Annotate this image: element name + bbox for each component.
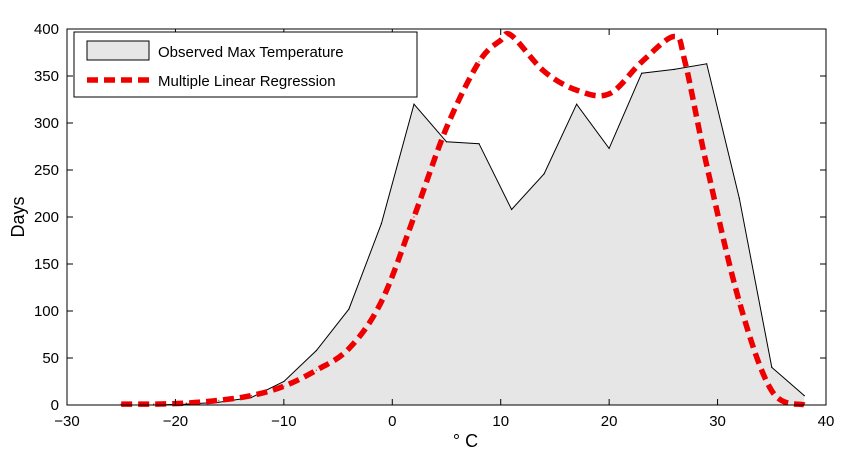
y-tick-label: 100 bbox=[34, 303, 59, 320]
legend: Observed Max Temperature Multiple Linear … bbox=[73, 31, 418, 98]
y-tick-label: 150 bbox=[34, 256, 59, 273]
data-point-observed bbox=[706, 63, 708, 65]
data-point-observed bbox=[511, 208, 513, 211]
data-point-regression bbox=[380, 301, 382, 303]
data-point-observed bbox=[803, 395, 805, 397]
series-area-observed-max-temperature bbox=[121, 63, 805, 406]
axes: −30 −20 −10 0 10 20 30 400501001502002503003504… bbox=[8, 21, 834, 451]
data-point-regression bbox=[511, 35, 513, 37]
data-point-observed bbox=[348, 308, 350, 310]
x-tick-label: 10 bbox=[492, 413, 509, 430]
data-point-regression bbox=[153, 403, 155, 405]
data-point-observed bbox=[380, 223, 382, 225]
data-point-regression bbox=[250, 395, 252, 397]
data-point-observed bbox=[218, 401, 220, 403]
x-tick-label: 30 bbox=[709, 413, 726, 430]
data-point-regression bbox=[120, 403, 122, 405]
data-point-regression bbox=[218, 399, 220, 401]
data-point-regression bbox=[684, 61, 686, 63]
y-axis-title: Days bbox=[8, 196, 28, 237]
data-point-observed bbox=[283, 380, 285, 383]
data-point-observed bbox=[185, 403, 187, 405]
data-point-regression bbox=[543, 70, 545, 72]
data-point-observed bbox=[445, 141, 448, 143]
data-point-regression bbox=[738, 301, 740, 303]
data-point-observed bbox=[576, 103, 578, 105]
series-line-multiple-linear-regression bbox=[121, 30, 806, 408]
data-point-regression bbox=[315, 369, 317, 371]
x-tick-label: −20 bbox=[163, 413, 188, 430]
legend-label-observed: Observed Max Temperature bbox=[158, 44, 344, 61]
data-point-regression bbox=[445, 127, 448, 129]
data-point-observed bbox=[608, 147, 610, 149]
data-point-regression bbox=[283, 385, 285, 387]
y-tick-label: 350 bbox=[34, 68, 59, 85]
x-tick-label: −10 bbox=[271, 413, 296, 430]
y-tick-label: 0 bbox=[51, 397, 59, 414]
data-point-regression bbox=[500, 39, 502, 41]
x-axis-title: ° C bbox=[453, 431, 478, 451]
data-point-regression bbox=[641, 61, 643, 63]
data-point-regression bbox=[673, 35, 675, 38]
y-tick-label: 300 bbox=[34, 115, 59, 132]
legend-swatch-observed bbox=[86, 40, 150, 61]
data-point-observed bbox=[543, 173, 545, 175]
data-point-observed bbox=[673, 68, 675, 70]
x-tick-label: 20 bbox=[601, 413, 618, 430]
series-layer bbox=[120, 30, 806, 408]
y-tick-label: 50 bbox=[42, 350, 59, 367]
y-tick-label: 400 bbox=[34, 21, 59, 38]
data-point-regression bbox=[348, 348, 350, 350]
x-tick-label: 40 bbox=[818, 413, 835, 430]
series-outline-observed-max-temperature bbox=[121, 63, 805, 406]
legend-label-regression: Multiple Linear Regression bbox=[158, 73, 336, 90]
data-point-regression bbox=[771, 390, 773, 392]
x-tick-label: 0 bbox=[388, 413, 396, 430]
data-point-observed bbox=[413, 103, 415, 105]
data-point-regression bbox=[706, 164, 708, 166]
x-tick-label: −30 bbox=[54, 413, 79, 430]
data-point-regression bbox=[413, 216, 415, 218]
y-tick-label: 200 bbox=[34, 209, 59, 226]
data-point-regression bbox=[576, 89, 578, 91]
data-point-observed bbox=[738, 197, 740, 199]
data-point-observed bbox=[315, 349, 317, 352]
data-point-regression bbox=[185, 402, 187, 404]
data-point-observed bbox=[478, 143, 480, 145]
data-point-observed bbox=[771, 366, 773, 368]
data-point-observed bbox=[641, 72, 643, 74]
y-tick-label: 250 bbox=[34, 162, 59, 179]
data-point-regression bbox=[608, 93, 610, 95]
data-point-regression bbox=[478, 61, 480, 63]
